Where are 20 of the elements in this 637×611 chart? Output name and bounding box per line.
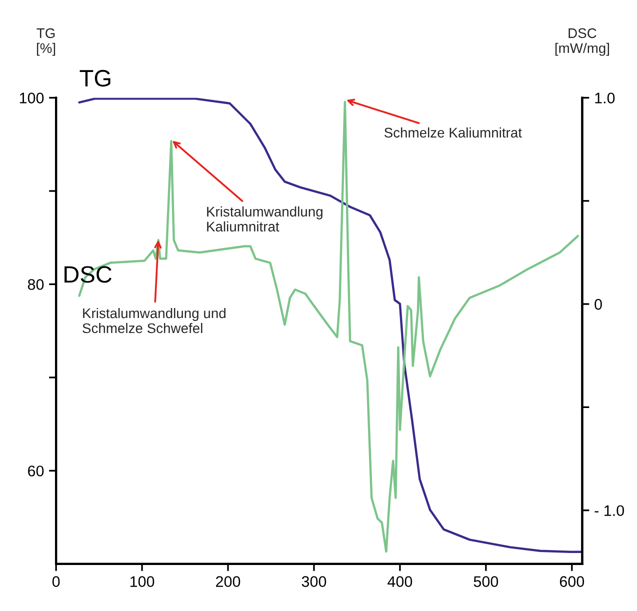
x-tick-label: 200 [216,576,240,587]
series-label: DSC [64,266,112,283]
annotation: Kristalumwandlung Kaliumnitrat [207,206,322,232]
annotation: Kristalumwandlung und Schmelze Schwefel [82,308,226,334]
y2-axis-title: DSC [mW/mg] [555,28,610,56]
y-axis-title: TG [%] [36,28,56,56]
x-tick-label: 0 [52,576,60,587]
x-tick-label: 600 [560,576,584,587]
x-tick-label: 400 [388,576,412,587]
series-label: TG [80,70,110,87]
annotation: Schmelze Kaliumnitrat [384,127,522,138]
y-tick-label: 100 [20,92,44,104]
x-tick-label: 500 [474,576,498,587]
x-tick-label: 300 [302,576,326,587]
y-tick-label: 80 [28,279,44,290]
y2-tick-label: - 1.0 [594,505,624,516]
y-tick-label: 60 [28,466,44,476]
y2-tick-label: 1.0 [595,92,615,104]
y2-tick-label: 0 [594,298,602,310]
x-tick-label: 100 [130,576,154,587]
